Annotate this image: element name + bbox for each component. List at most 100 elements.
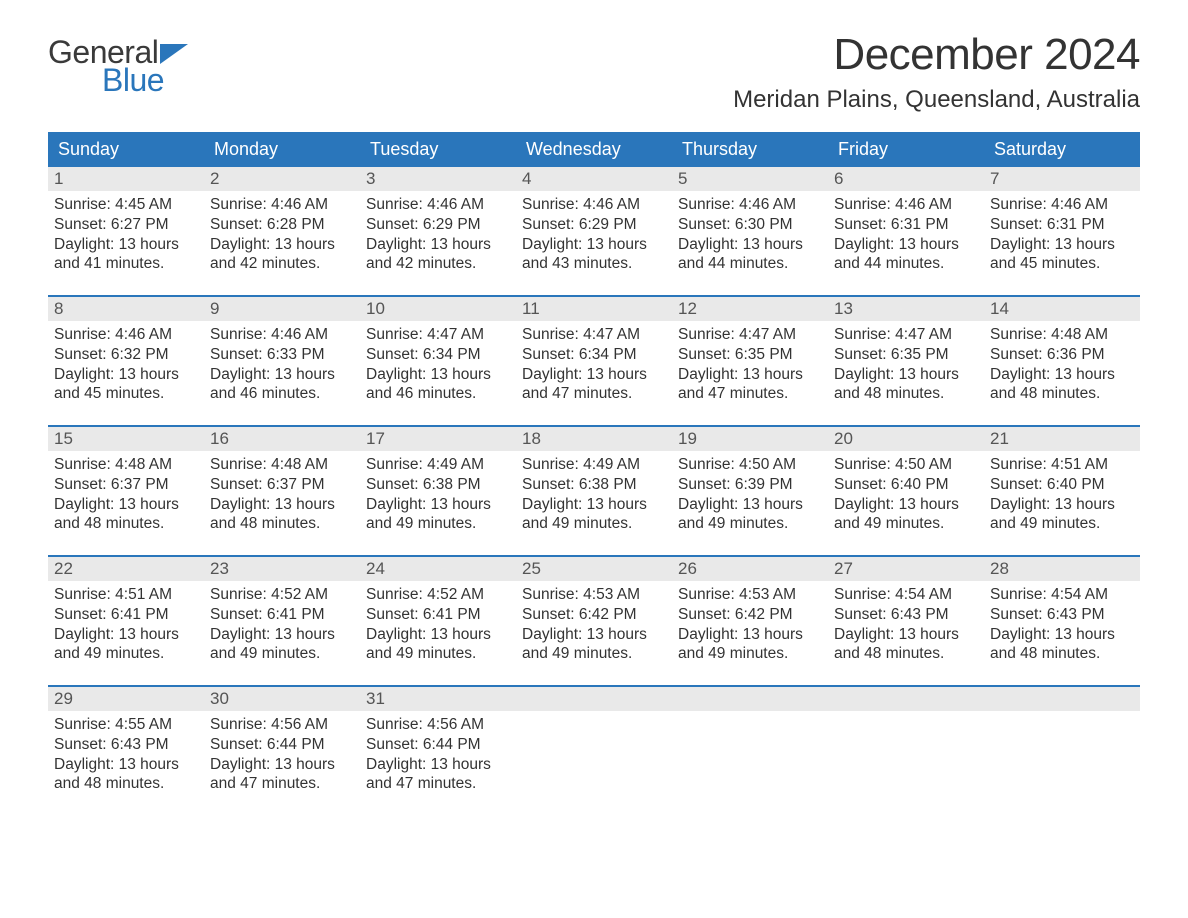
- day-sunset: Sunset: 6:31 PM: [834, 215, 978, 235]
- logo: General Blue: [48, 30, 194, 96]
- day-day2: and 41 minutes.: [54, 254, 198, 274]
- day-number: [828, 687, 984, 711]
- calendar-day: 26Sunrise: 4:53 AMSunset: 6:42 PMDayligh…: [672, 557, 828, 685]
- day-sunset: Sunset: 6:38 PM: [522, 475, 666, 495]
- calendar-day-empty: [516, 687, 672, 815]
- calendar-day-empty: [984, 687, 1140, 815]
- calendar-day: 19Sunrise: 4:50 AMSunset: 6:39 PMDayligh…: [672, 427, 828, 555]
- day-day1: Daylight: 13 hours: [366, 755, 510, 775]
- day-details: Sunrise: 4:53 AMSunset: 6:42 PMDaylight:…: [672, 581, 828, 664]
- calendar-day: 29Sunrise: 4:55 AMSunset: 6:43 PMDayligh…: [48, 687, 204, 815]
- day-sunrise: Sunrise: 4:50 AM: [678, 455, 822, 475]
- day-details: Sunrise: 4:49 AMSunset: 6:38 PMDaylight:…: [360, 451, 516, 534]
- day-sunset: Sunset: 6:41 PM: [210, 605, 354, 625]
- day-sunrise: Sunrise: 4:46 AM: [522, 195, 666, 215]
- calendar-day: 3Sunrise: 4:46 AMSunset: 6:29 PMDaylight…: [360, 167, 516, 295]
- day-details: Sunrise: 4:53 AMSunset: 6:42 PMDaylight:…: [516, 581, 672, 664]
- day-day1: Daylight: 13 hours: [54, 365, 198, 385]
- calendar-day: 28Sunrise: 4:54 AMSunset: 6:43 PMDayligh…: [984, 557, 1140, 685]
- day-sunset: Sunset: 6:41 PM: [54, 605, 198, 625]
- day-number: 6: [828, 167, 984, 191]
- day-details: Sunrise: 4:52 AMSunset: 6:41 PMDaylight:…: [204, 581, 360, 664]
- day-sunrise: Sunrise: 4:53 AM: [522, 585, 666, 605]
- calendar-day: 25Sunrise: 4:53 AMSunset: 6:42 PMDayligh…: [516, 557, 672, 685]
- calendar-day: 15Sunrise: 4:48 AMSunset: 6:37 PMDayligh…: [48, 427, 204, 555]
- day-day2: and 49 minutes.: [990, 514, 1134, 534]
- calendar-day: 21Sunrise: 4:51 AMSunset: 6:40 PMDayligh…: [984, 427, 1140, 555]
- calendar-week: 15Sunrise: 4:48 AMSunset: 6:37 PMDayligh…: [48, 425, 1140, 555]
- day-sunset: Sunset: 6:35 PM: [678, 345, 822, 365]
- day-details: Sunrise: 4:46 AMSunset: 6:31 PMDaylight:…: [984, 191, 1140, 274]
- day-number: [984, 687, 1140, 711]
- day-number: 30: [204, 687, 360, 711]
- calendar-day: 10Sunrise: 4:47 AMSunset: 6:34 PMDayligh…: [360, 297, 516, 425]
- day-day1: Daylight: 13 hours: [54, 625, 198, 645]
- day-day1: Daylight: 13 hours: [990, 625, 1134, 645]
- day-details: Sunrise: 4:51 AMSunset: 6:41 PMDaylight:…: [48, 581, 204, 664]
- day-header: Thursday: [672, 132, 828, 167]
- day-day2: and 47 minutes.: [522, 384, 666, 404]
- day-sunset: Sunset: 6:29 PM: [366, 215, 510, 235]
- day-number: 18: [516, 427, 672, 451]
- day-sunrise: Sunrise: 4:46 AM: [678, 195, 822, 215]
- day-details: Sunrise: 4:54 AMSunset: 6:43 PMDaylight:…: [828, 581, 984, 664]
- day-sunset: Sunset: 6:30 PM: [678, 215, 822, 235]
- day-details: Sunrise: 4:47 AMSunset: 6:34 PMDaylight:…: [516, 321, 672, 404]
- day-details: Sunrise: 4:47 AMSunset: 6:35 PMDaylight:…: [672, 321, 828, 404]
- day-sunrise: Sunrise: 4:46 AM: [54, 325, 198, 345]
- calendar-day: 22Sunrise: 4:51 AMSunset: 6:41 PMDayligh…: [48, 557, 204, 685]
- day-day1: Daylight: 13 hours: [366, 625, 510, 645]
- day-details: Sunrise: 4:48 AMSunset: 6:37 PMDaylight:…: [48, 451, 204, 534]
- day-day2: and 42 minutes.: [210, 254, 354, 274]
- day-day1: Daylight: 13 hours: [522, 495, 666, 515]
- day-header: Wednesday: [516, 132, 672, 167]
- day-day1: Daylight: 13 hours: [210, 235, 354, 255]
- calendar-day: 5Sunrise: 4:46 AMSunset: 6:30 PMDaylight…: [672, 167, 828, 295]
- calendar-day: 9Sunrise: 4:46 AMSunset: 6:33 PMDaylight…: [204, 297, 360, 425]
- day-number: 3: [360, 167, 516, 191]
- day-day1: Daylight: 13 hours: [678, 495, 822, 515]
- day-number: 19: [672, 427, 828, 451]
- calendar-day-empty: [828, 687, 984, 815]
- day-sunset: Sunset: 6:44 PM: [366, 735, 510, 755]
- day-day2: and 49 minutes.: [522, 514, 666, 534]
- day-number: 20: [828, 427, 984, 451]
- day-sunset: Sunset: 6:43 PM: [54, 735, 198, 755]
- day-details: Sunrise: 4:46 AMSunset: 6:28 PMDaylight:…: [204, 191, 360, 274]
- calendar-day: 18Sunrise: 4:49 AMSunset: 6:38 PMDayligh…: [516, 427, 672, 555]
- day-details: Sunrise: 4:46 AMSunset: 6:33 PMDaylight:…: [204, 321, 360, 404]
- day-sunset: Sunset: 6:37 PM: [54, 475, 198, 495]
- day-details: Sunrise: 4:55 AMSunset: 6:43 PMDaylight:…: [48, 711, 204, 794]
- day-number: 21: [984, 427, 1140, 451]
- day-day2: and 47 minutes.: [210, 774, 354, 794]
- day-day1: Daylight: 13 hours: [834, 365, 978, 385]
- day-number: 16: [204, 427, 360, 451]
- day-sunset: Sunset: 6:27 PM: [54, 215, 198, 235]
- day-number: 25: [516, 557, 672, 581]
- day-sunset: Sunset: 6:32 PM: [54, 345, 198, 365]
- logo-text-2: Blue: [102, 64, 194, 96]
- day-sunset: Sunset: 6:44 PM: [210, 735, 354, 755]
- day-sunset: Sunset: 6:42 PM: [522, 605, 666, 625]
- day-details: Sunrise: 4:47 AMSunset: 6:34 PMDaylight:…: [360, 321, 516, 404]
- day-day2: and 47 minutes.: [678, 384, 822, 404]
- calendar-day: 23Sunrise: 4:52 AMSunset: 6:41 PMDayligh…: [204, 557, 360, 685]
- day-day2: and 48 minutes.: [990, 384, 1134, 404]
- day-sunrise: Sunrise: 4:52 AM: [366, 585, 510, 605]
- calendar-day: 27Sunrise: 4:54 AMSunset: 6:43 PMDayligh…: [828, 557, 984, 685]
- day-sunset: Sunset: 6:37 PM: [210, 475, 354, 495]
- calendar-day: 2Sunrise: 4:46 AMSunset: 6:28 PMDaylight…: [204, 167, 360, 295]
- day-number: 31: [360, 687, 516, 711]
- day-sunset: Sunset: 6:39 PM: [678, 475, 822, 495]
- day-sunset: Sunset: 6:34 PM: [366, 345, 510, 365]
- calendar-day-empty: [672, 687, 828, 815]
- day-sunrise: Sunrise: 4:56 AM: [210, 715, 354, 735]
- day-day1: Daylight: 13 hours: [834, 495, 978, 515]
- day-day2: and 45 minutes.: [990, 254, 1134, 274]
- day-number: 27: [828, 557, 984, 581]
- day-details: Sunrise: 4:50 AMSunset: 6:39 PMDaylight:…: [672, 451, 828, 534]
- day-sunset: Sunset: 6:31 PM: [990, 215, 1134, 235]
- day-sunrise: Sunrise: 4:54 AM: [834, 585, 978, 605]
- day-day2: and 49 minutes.: [678, 514, 822, 534]
- day-day1: Daylight: 13 hours: [366, 495, 510, 515]
